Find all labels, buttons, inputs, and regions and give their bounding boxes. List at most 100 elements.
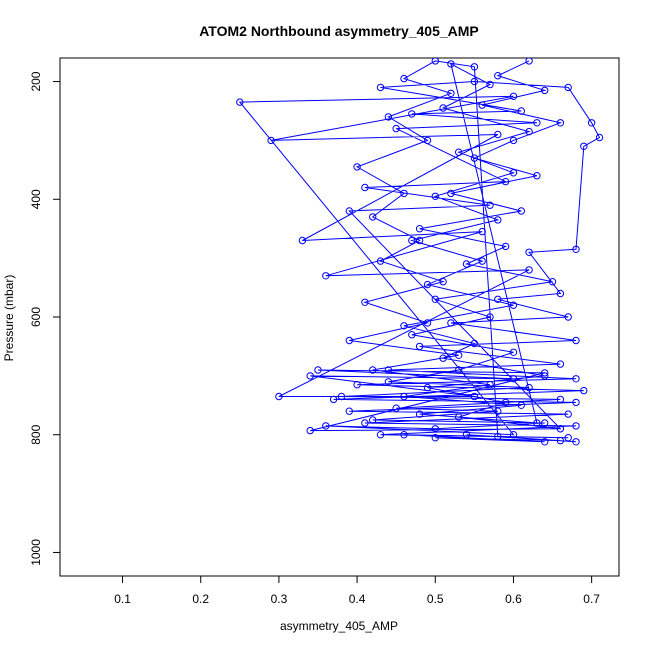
data-point (439, 354, 447, 362)
data-point (384, 378, 393, 386)
data-point (572, 422, 580, 430)
data-point (361, 183, 369, 192)
data-point (595, 133, 604, 142)
plot-frame (59, 57, 620, 577)
data-point (556, 289, 565, 298)
data-point (533, 419, 541, 427)
data-point (556, 360, 565, 368)
data-point (478, 227, 486, 236)
x-axis-label: asymmetry_405_AMP (280, 619, 398, 633)
data-point (587, 119, 596, 127)
data-point (572, 398, 580, 407)
data-point (494, 130, 502, 139)
data-point (431, 192, 439, 201)
data-point (392, 404, 400, 412)
x-tick-label: 0.6 (505, 592, 522, 606)
data-point (306, 372, 314, 380)
data-point (470, 154, 479, 162)
data-point (548, 278, 557, 286)
data-point (509, 431, 518, 439)
data-point (525, 127, 533, 136)
data-point (415, 236, 424, 245)
data-point (517, 207, 525, 215)
data-point (408, 110, 416, 118)
data-point (572, 336, 580, 345)
data-point (541, 438, 549, 446)
x-tick-label: 0.1 (114, 592, 131, 606)
data-point (369, 213, 377, 221)
data-point (455, 413, 463, 421)
data-point (494, 432, 502, 441)
data-point (384, 113, 393, 121)
data-point (431, 434, 439, 442)
data-point (361, 298, 369, 306)
data-point (400, 392, 408, 401)
y-tick-label: 200 (29, 71, 43, 91)
data-point (415, 342, 424, 351)
data-point (580, 142, 588, 151)
data-point (369, 366, 377, 374)
data-point (564, 410, 572, 418)
data-point (525, 248, 533, 257)
data-point (423, 383, 432, 392)
data-point (439, 278, 447, 286)
data-point (376, 83, 385, 92)
data-point (376, 257, 385, 265)
data-point (509, 348, 518, 356)
data-point (486, 201, 494, 209)
data-point (556, 395, 565, 404)
data-point (431, 58, 439, 65)
data-point (541, 369, 549, 377)
y-tick-label: 800 (29, 424, 43, 444)
data-point (267, 136, 275, 145)
data-point (478, 101, 486, 109)
data-point (415, 225, 424, 233)
data-point (275, 392, 283, 401)
data-point (494, 407, 502, 415)
data-point (298, 236, 307, 245)
data-point (525, 58, 533, 65)
data-point (376, 431, 385, 439)
data-point (517, 107, 525, 115)
data-point (564, 313, 572, 321)
data-point (564, 83, 572, 92)
data-point (345, 407, 353, 415)
data-point (525, 383, 533, 392)
data-point (525, 266, 533, 274)
data-point (541, 372, 549, 380)
data-point (486, 381, 494, 389)
data-point (369, 416, 377, 424)
data-point (494, 72, 502, 80)
data-point (431, 425, 439, 433)
series-layer (236, 58, 604, 446)
series-line (238, 60, 601, 443)
data-point (462, 260, 471, 268)
data-point (447, 189, 455, 198)
data-point (408, 236, 416, 245)
data-point (494, 216, 502, 224)
data-point (470, 77, 479, 86)
data-point (470, 339, 479, 348)
x-axis: 0.1 0.2 0.3 0.4 0.5 0.6 0.7 (114, 576, 600, 606)
data-point (556, 436, 565, 445)
data-point (447, 89, 455, 98)
data-point (408, 331, 416, 339)
data-point (423, 319, 432, 327)
data-point (423, 136, 432, 145)
data-point (572, 438, 580, 446)
data-point (501, 177, 510, 186)
y-tick-label: 400 (29, 189, 43, 209)
data-point (541, 86, 549, 95)
data-point (322, 272, 330, 280)
x-tick-label: 0.3 (271, 592, 288, 606)
data-point (580, 386, 588, 395)
data-point (447, 319, 455, 327)
data-point (423, 280, 432, 289)
data-point (431, 295, 439, 303)
data-point (400, 74, 408, 83)
data-point (384, 366, 393, 374)
data-point (447, 60, 455, 68)
y-tick-label: 1000 (29, 539, 43, 566)
data-point (517, 401, 525, 409)
